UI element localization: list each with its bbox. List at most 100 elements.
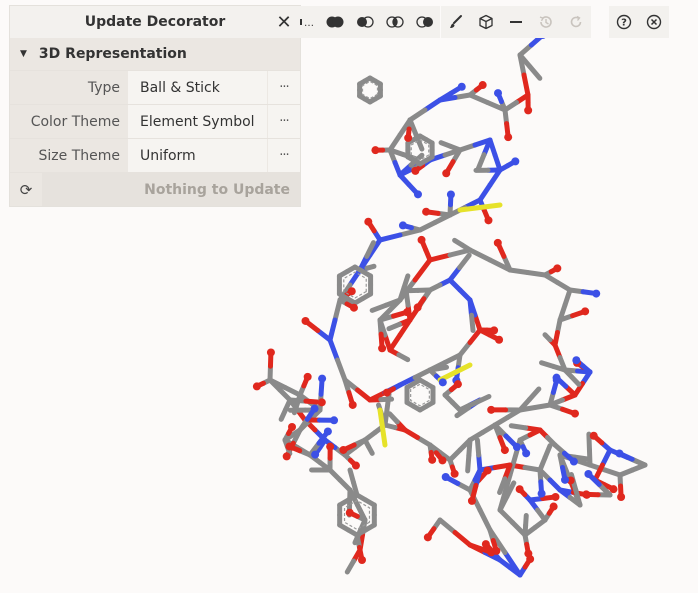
refresh-icon[interactable]: ⟳ (10, 173, 42, 206)
atom (310, 404, 319, 413)
atom (348, 400, 357, 409)
atom (457, 82, 466, 91)
atom (326, 442, 335, 451)
bond (596, 481, 613, 498)
atom (493, 238, 502, 247)
atom (570, 409, 579, 418)
update-decorator-panel: Update Decorator ▼ 3D Representation Typ… (10, 6, 300, 206)
atom (581, 307, 590, 316)
bond (542, 332, 553, 343)
bond (562, 287, 573, 308)
atom (413, 303, 422, 312)
size-theme-options-button[interactable]: ··· (267, 139, 300, 172)
svg-text:?: ? (621, 18, 627, 29)
atom (504, 133, 513, 142)
color-theme-select[interactable]: Element Symbol (128, 105, 267, 138)
atom (428, 455, 437, 464)
atom (495, 335, 504, 344)
bond (377, 407, 385, 430)
bond (517, 52, 533, 70)
atom (483, 466, 492, 475)
atom (413, 190, 422, 199)
atom (423, 533, 432, 542)
representation-section-header[interactable]: ▼ 3D Representation (10, 38, 300, 70)
atom (382, 388, 391, 397)
atom (330, 416, 339, 425)
toggle-selection-icon[interactable] (320, 6, 350, 38)
color-theme-options-button[interactable]: ··· (267, 105, 300, 138)
bond (473, 467, 483, 488)
atom (490, 326, 499, 335)
atom (404, 133, 413, 142)
close-panel-icon[interactable]: ✕ (270, 6, 298, 38)
update-button: Nothing to Update (42, 173, 300, 206)
section-title: 3D Representation (38, 46, 187, 62)
more-options-icon[interactable]: … (298, 6, 320, 38)
bond (278, 407, 289, 422)
atom (615, 449, 624, 458)
bond (364, 263, 377, 271)
atom (549, 502, 558, 511)
atom (351, 461, 360, 470)
atom (589, 431, 598, 440)
bond (476, 452, 483, 473)
bond (457, 340, 473, 358)
bond (380, 425, 388, 448)
bond (497, 493, 510, 513)
bond (523, 513, 529, 528)
bond (438, 140, 454, 149)
atom (303, 372, 312, 381)
cube-icon[interactable] (471, 6, 501, 38)
bond (539, 360, 556, 369)
bond (532, 402, 553, 410)
bond (382, 332, 393, 353)
aromatic-ring (361, 80, 379, 100)
action-toolbar (441, 6, 591, 38)
atom (511, 157, 520, 166)
bond (465, 452, 472, 474)
size-theme-select[interactable]: Uniform (128, 139, 267, 172)
help-toolbar: ? (609, 6, 669, 38)
exit-icon[interactable] (639, 6, 669, 38)
atom (347, 287, 356, 296)
redo-icon[interactable] (561, 6, 591, 38)
toggle-intersect-icon[interactable] (380, 6, 410, 38)
bond (469, 312, 476, 333)
atom (592, 289, 601, 298)
bond (282, 385, 303, 398)
type-select[interactable]: Ball & Stick (128, 71, 267, 104)
size-theme-row: Size Theme Uniform ··· (10, 138, 300, 172)
bond (586, 447, 593, 468)
atom (411, 166, 420, 175)
minus-icon[interactable] (501, 6, 531, 38)
atom (378, 344, 387, 353)
atom (349, 303, 358, 312)
atom (609, 485, 618, 494)
bond (477, 202, 503, 210)
bond (412, 257, 433, 283)
bond (542, 443, 553, 461)
help-icon[interactable]: ? (609, 6, 639, 38)
atom (442, 169, 451, 178)
atom (582, 490, 591, 499)
atom (494, 89, 503, 98)
bond (492, 152, 503, 173)
bond (403, 287, 411, 308)
bond (332, 297, 343, 323)
toggle-left-icon[interactable] (350, 6, 380, 38)
atom (481, 540, 490, 549)
bond (467, 327, 483, 345)
atom (345, 508, 354, 517)
brush-icon[interactable] (441, 6, 471, 38)
bond (355, 387, 373, 403)
bond (452, 362, 473, 375)
atom (484, 216, 493, 225)
history-icon[interactable] (531, 6, 561, 38)
toggle-right-icon[interactable] (410, 6, 440, 38)
bond (481, 137, 493, 158)
atom (311, 450, 320, 459)
type-options-button[interactable]: ··· (267, 71, 300, 104)
bond (522, 465, 543, 473)
